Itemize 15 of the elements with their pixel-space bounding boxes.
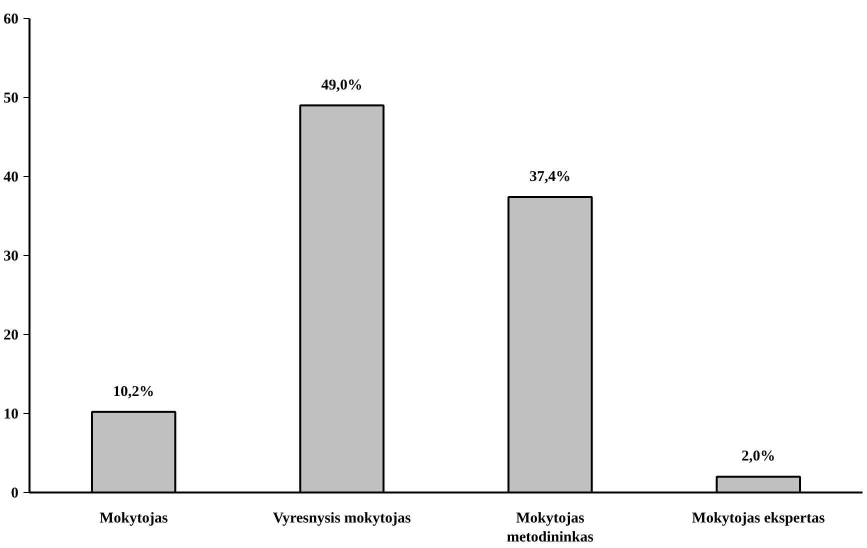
x-tick-label: Mokytojas — [99, 510, 168, 526]
data-label: 37,4% — [530, 169, 571, 186]
data-label: 10,2% — [113, 384, 154, 400]
y-tick-label: 60 — [4, 12, 18, 28]
y-tick-label: 50 — [4, 90, 18, 106]
y-tick-label: 0 — [11, 486, 18, 502]
x-tick-label: Vyresnysis mokytojas — [272, 510, 412, 526]
data-label: 49,0% — [321, 77, 362, 94]
y-tick-label: 30 — [4, 248, 18, 264]
x-tick-label: Mokytojas ekspertas — [692, 510, 825, 526]
y-tick-label: 40 — [4, 170, 18, 186]
y-tick-label: 10 — [4, 406, 18, 422]
data-label: 2,0% — [742, 448, 776, 465]
x-tick-label: Mokytojas metodininkas — [506, 510, 594, 546]
y-tick-label: 20 — [4, 328, 18, 344]
